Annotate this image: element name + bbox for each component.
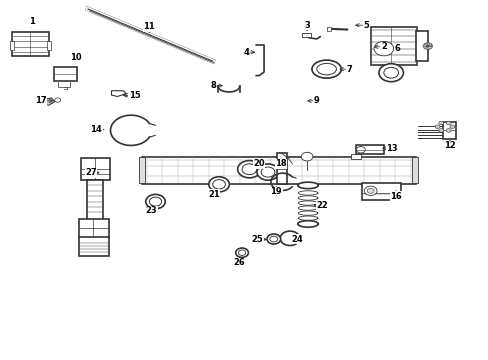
Circle shape xyxy=(373,41,393,56)
Text: 4: 4 xyxy=(243,48,249,57)
Ellipse shape xyxy=(237,161,261,178)
Circle shape xyxy=(423,43,427,46)
Ellipse shape xyxy=(235,248,248,257)
Ellipse shape xyxy=(266,234,280,244)
Circle shape xyxy=(125,93,130,97)
FancyBboxPatch shape xyxy=(81,158,110,180)
Text: 10: 10 xyxy=(70,53,81,62)
Text: 5: 5 xyxy=(363,21,369,30)
Ellipse shape xyxy=(149,197,161,206)
FancyBboxPatch shape xyxy=(79,237,108,256)
Ellipse shape xyxy=(238,250,245,256)
Ellipse shape xyxy=(297,221,318,227)
Text: 3: 3 xyxy=(304,21,309,30)
Ellipse shape xyxy=(311,60,341,78)
Ellipse shape xyxy=(269,236,277,242)
Circle shape xyxy=(55,98,61,102)
Circle shape xyxy=(445,129,450,132)
FancyBboxPatch shape xyxy=(302,33,310,37)
Text: 6: 6 xyxy=(393,44,399,53)
Circle shape xyxy=(425,42,429,45)
FancyBboxPatch shape xyxy=(10,41,14,50)
Text: 15: 15 xyxy=(128,91,140,100)
Circle shape xyxy=(438,129,443,132)
Text: 9: 9 xyxy=(313,96,319,105)
Text: 2: 2 xyxy=(380,42,386,51)
Circle shape xyxy=(427,43,431,46)
Circle shape xyxy=(445,121,450,125)
Text: 22: 22 xyxy=(316,201,328,210)
Text: 20: 20 xyxy=(253,159,264,168)
Polygon shape xyxy=(37,98,55,105)
FancyBboxPatch shape xyxy=(277,153,286,184)
Circle shape xyxy=(356,147,365,153)
FancyBboxPatch shape xyxy=(411,157,417,183)
Ellipse shape xyxy=(242,164,256,175)
Text: 25: 25 xyxy=(251,235,263,244)
Ellipse shape xyxy=(297,182,318,189)
Circle shape xyxy=(423,46,427,49)
Circle shape xyxy=(438,121,443,125)
Text: 12: 12 xyxy=(443,141,455,150)
Text: 13: 13 xyxy=(386,144,397,153)
Text: 16: 16 xyxy=(389,192,401,201)
FancyBboxPatch shape xyxy=(442,122,455,139)
FancyBboxPatch shape xyxy=(350,154,360,159)
FancyBboxPatch shape xyxy=(142,157,415,184)
Text: 8: 8 xyxy=(210,81,216,90)
Text: 26: 26 xyxy=(233,258,245,267)
Ellipse shape xyxy=(212,180,225,189)
Ellipse shape xyxy=(261,167,274,177)
FancyBboxPatch shape xyxy=(355,145,384,154)
Text: 19: 19 xyxy=(270,187,282,196)
Text: 27: 27 xyxy=(85,168,97,177)
Circle shape xyxy=(422,45,426,48)
FancyBboxPatch shape xyxy=(54,67,77,81)
Circle shape xyxy=(428,45,432,48)
FancyBboxPatch shape xyxy=(58,81,70,87)
Text: 17: 17 xyxy=(35,96,46,105)
Circle shape xyxy=(434,125,439,129)
FancyBboxPatch shape xyxy=(370,27,416,65)
Circle shape xyxy=(366,188,373,193)
Text: 23: 23 xyxy=(145,206,157,215)
Ellipse shape xyxy=(316,63,336,75)
FancyBboxPatch shape xyxy=(47,41,51,50)
Circle shape xyxy=(364,186,376,195)
Text: 1: 1 xyxy=(29,17,35,26)
Text: 18: 18 xyxy=(275,159,286,168)
Text: 24: 24 xyxy=(291,235,303,244)
FancyBboxPatch shape xyxy=(326,27,330,31)
FancyBboxPatch shape xyxy=(12,32,49,56)
FancyBboxPatch shape xyxy=(87,180,103,220)
Circle shape xyxy=(427,46,431,49)
FancyBboxPatch shape xyxy=(415,31,427,61)
Circle shape xyxy=(301,152,312,161)
Circle shape xyxy=(425,47,429,50)
FancyBboxPatch shape xyxy=(361,183,400,200)
Ellipse shape xyxy=(208,177,229,192)
Text: 14: 14 xyxy=(90,125,102,134)
Text: 7: 7 xyxy=(346,65,352,74)
Ellipse shape xyxy=(145,194,165,209)
FancyBboxPatch shape xyxy=(139,157,145,183)
Text: 11: 11 xyxy=(143,22,155,31)
Circle shape xyxy=(449,125,454,129)
Ellipse shape xyxy=(257,164,278,180)
Circle shape xyxy=(378,64,403,82)
Polygon shape xyxy=(111,91,126,96)
Circle shape xyxy=(383,67,398,78)
Text: 21: 21 xyxy=(208,190,220,199)
FancyBboxPatch shape xyxy=(79,219,108,238)
